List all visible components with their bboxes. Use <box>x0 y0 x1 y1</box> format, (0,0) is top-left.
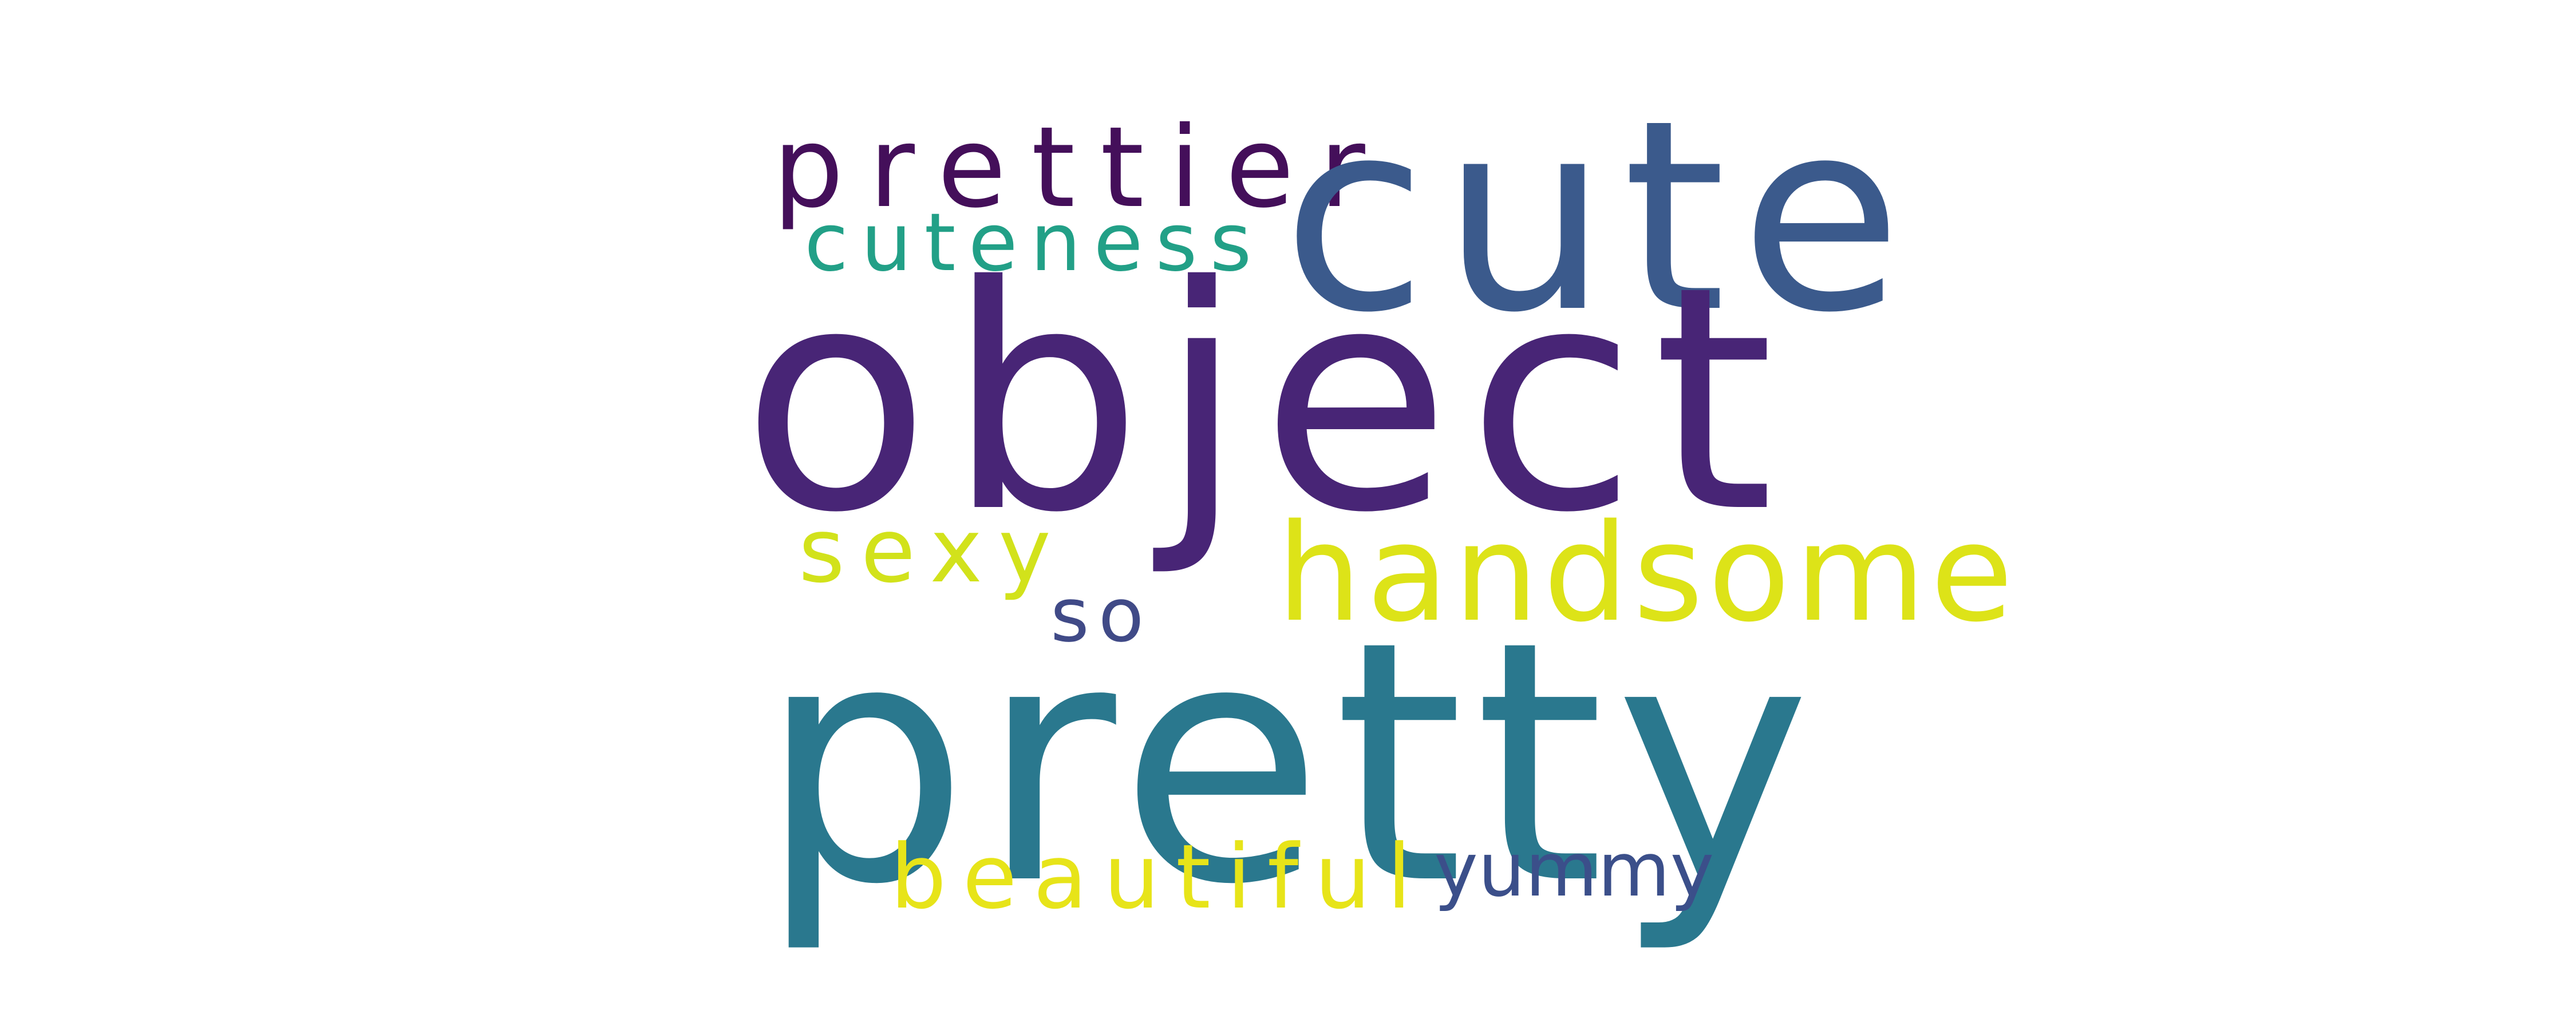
word-prettier: prettier <box>773 102 1390 232</box>
word-so: so <box>1050 572 1153 659</box>
word-sexy: sexy <box>799 499 1067 603</box>
word-handsome: handsome <box>1277 496 2018 652</box>
word-yummy: yummy <box>1434 826 1714 913</box>
word-beautiful: beautiful <box>890 825 1428 929</box>
word-cute: cute <box>1282 64 1917 370</box>
word-pretty: pretty <box>758 571 1822 957</box>
word-cuteness: cuteness <box>804 196 1265 290</box>
word-object: object <box>741 221 1791 580</box>
